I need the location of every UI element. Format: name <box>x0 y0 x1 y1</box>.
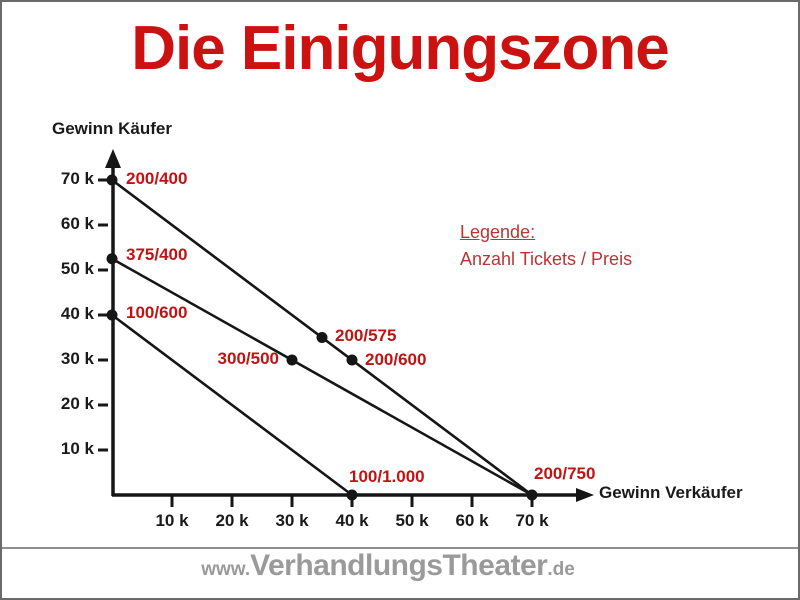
x-tick-label: 20 k <box>215 511 249 530</box>
footer-brand: VerhandlungsTheater <box>250 549 548 582</box>
point-label: 100/600 <box>126 303 188 322</box>
legend: Legende: Anzahl Tickets / Preis <box>460 219 632 273</box>
y-axis-title: Gewinn Käufer <box>52 119 172 138</box>
x-tick-label: 50 k <box>395 511 429 530</box>
y-tick-label: 70 k <box>60 169 94 188</box>
x-axis-title: Gewinn Verkäufer <box>599 483 743 502</box>
x-axis-arrowhead-icon <box>576 488 594 502</box>
data-point-dot <box>346 354 358 366</box>
point-label: 200/575 <box>335 325 397 345</box>
legend-text: Anzahl Tickets / Preis <box>460 249 633 269</box>
data-point-dot <box>106 174 118 186</box>
x-tick-label: 30 k <box>275 511 309 530</box>
x-tick-label: 60 k <box>455 511 489 530</box>
y-tick-label: 60 k <box>60 214 94 233</box>
y-tick-label: 20 k <box>60 394 94 413</box>
data-point-dot <box>106 253 118 265</box>
point-label: 100/1.000 <box>349 467 425 486</box>
y-axis-arrowhead-icon <box>105 149 121 168</box>
footer-de: .de <box>547 559 575 580</box>
y-tick-label: 50 k <box>60 259 94 278</box>
y-tick-label: 40 k <box>60 304 94 323</box>
page-title: Die Einigungszone <box>131 14 670 83</box>
data-point-dot <box>526 489 538 501</box>
footer-www: www. <box>201 559 251 580</box>
footer-divider <box>2 547 798 549</box>
data-point-dot <box>316 332 328 343</box>
x-tick-label: 10 k <box>155 511 189 530</box>
series-line <box>111 313 353 497</box>
y-tick-label: 30 k <box>60 349 94 368</box>
point-label: 200/400 <box>126 169 188 188</box>
footer-url: www. VerhandlungsTheater .de <box>2 549 786 598</box>
x-tick-label: 70 k <box>515 511 549 530</box>
legend-heading: Legende: <box>460 222 536 242</box>
point-label: 375/400 <box>126 244 188 264</box>
point-label: 200/600 <box>365 350 427 369</box>
data-point-dot <box>106 309 118 321</box>
point-label: 200/750 <box>534 464 596 483</box>
data-point-dot <box>346 489 358 501</box>
point-label: 300/500 <box>217 349 279 368</box>
x-tick-label: 40 k <box>335 511 369 530</box>
series-line <box>111 257 533 497</box>
data-point-dot <box>286 354 298 366</box>
y-tick-label: 10 k <box>60 439 94 458</box>
